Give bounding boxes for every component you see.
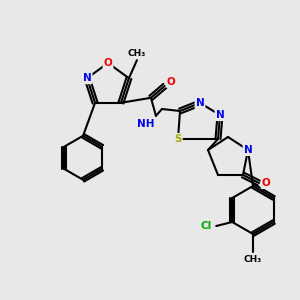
Text: S: S — [174, 134, 182, 144]
Text: O: O — [262, 178, 270, 188]
Text: O: O — [167, 77, 175, 87]
Text: N: N — [216, 110, 224, 120]
Text: O: O — [103, 58, 112, 68]
Text: CH₃: CH₃ — [128, 49, 146, 58]
Text: N: N — [244, 145, 252, 155]
Text: NH: NH — [137, 119, 155, 129]
Text: N: N — [83, 73, 92, 83]
Text: Cl: Cl — [201, 221, 212, 231]
Text: N: N — [196, 98, 204, 108]
Text: CH₃: CH₃ — [244, 256, 262, 265]
